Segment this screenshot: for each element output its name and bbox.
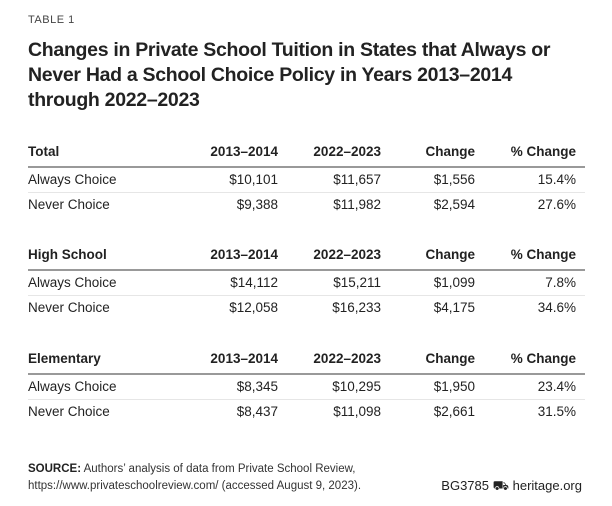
source-note: SOURCE: Authors’ analysis of data from P…	[28, 461, 368, 495]
table-cell: $11,657	[333, 172, 381, 187]
table-cell: 15.4%	[537, 172, 576, 187]
table-section: Total 2013–2014 2022–2023 Change % Change Alw…	[28, 140, 585, 217]
table-cell: $2,661	[433, 404, 475, 419]
column-header: 2022–2023	[313, 144, 381, 159]
table-section: Elementary 2013–2014 2022–2023 Change % Chan…	[28, 347, 585, 424]
table-row: Never Choice $9,388 $11,982 $2,594 27.6%	[28, 193, 585, 217]
liberty-bell-icon: ⛟	[492, 478, 509, 493]
table-cell: $1,556	[433, 172, 475, 187]
table-cell: $15,211	[333, 275, 381, 290]
column-header: % Change	[510, 247, 576, 262]
table-title: Changes in Private School Tuition in Sta…	[28, 39, 551, 111]
column-header: Elementary	[28, 351, 101, 366]
table-cell: $4,175	[433, 300, 475, 315]
column-header: % Change	[510, 351, 576, 366]
table-header-row: Total 2013–2014 2022–2023 Change % Change	[28, 140, 585, 168]
table-cell: $11,982	[333, 197, 381, 212]
column-header: Change	[425, 144, 475, 159]
column-header: 2013–2014	[210, 247, 278, 262]
table-cell: Always Choice	[28, 275, 117, 290]
table-cell: 31.5%	[537, 404, 576, 419]
credit: BG3785 ⛟ heritage.org	[441, 478, 582, 496]
table-cell: 34.6%	[537, 300, 576, 315]
table-section: High School 2013–2014 2022–2023 Change % Cha…	[28, 243, 585, 320]
table-cell: 23.4%	[537, 379, 576, 394]
table-cell: $1,099	[433, 275, 475, 290]
table-cell: Never Choice	[28, 197, 110, 212]
table-cell: $8,345	[236, 379, 278, 394]
table-cell: $14,112	[230, 275, 278, 290]
table-cell: Never Choice	[28, 300, 110, 315]
table-row: Always Choice $8,345 $10,295 $1,950 23.4%	[28, 375, 585, 400]
column-header: High School	[28, 247, 107, 262]
source-label: SOURCE:	[28, 463, 82, 475]
table-cell: $12,058	[229, 300, 278, 315]
table-cell: $1,950	[433, 379, 475, 394]
table-cell: 7.8%	[545, 275, 576, 290]
column-header: Change	[425, 351, 475, 366]
source-text: Authors’ analysis of data from Private S…	[28, 463, 362, 492]
table-row: Never Choice $8,437 $11,098 $2,661 31.5%	[28, 400, 585, 424]
table-cell: Never Choice	[28, 404, 110, 419]
table-row: Always Choice $14,112 $15,211 $1,099 7.8%	[28, 271, 585, 296]
column-header: 2022–2023	[313, 247, 381, 262]
table-cell: $10,101	[229, 172, 278, 187]
table-cell: Always Choice	[28, 379, 117, 394]
report-code: BG3785	[441, 478, 489, 493]
table-cell: $16,233	[332, 300, 381, 315]
column-header: 2013–2014	[210, 144, 278, 159]
table-cell: $2,594	[433, 197, 475, 212]
table-cell: $10,295	[332, 379, 381, 394]
table-row: Never Choice $12,058 $16,233 $4,175 34.6%	[28, 296, 585, 320]
table-row: Always Choice $10,101 $11,657 $1,556 15.4%	[28, 168, 585, 193]
column-header: Total	[28, 144, 60, 159]
table-header-row: High School 2013–2014 2022–2023 Change % Cha…	[28, 243, 585, 271]
column-header: Change	[425, 247, 475, 262]
column-header: 2013–2014	[210, 351, 278, 366]
column-header: 2022–2023	[313, 351, 381, 366]
table-cell: 27.6%	[537, 197, 576, 212]
table-cell: $9,388	[236, 197, 278, 212]
table-cell: $11,098	[333, 404, 381, 419]
table-label: TABLE 1	[28, 14, 75, 26]
table-cell: Always Choice	[28, 172, 117, 187]
table-header-row: Elementary 2013–2014 2022–2023 Change % Chan…	[28, 347, 585, 375]
site-name: heritage.org	[512, 478, 582, 493]
table-cell: $8,437	[236, 404, 278, 419]
column-header: % Change	[510, 144, 576, 159]
